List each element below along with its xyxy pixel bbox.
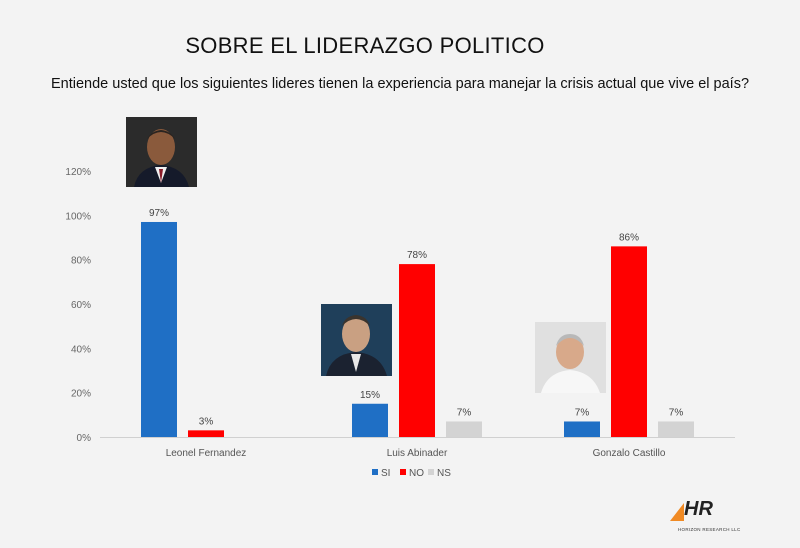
photo-leonel-fernandez <box>126 117 197 187</box>
y-tick-label: 20% <box>71 389 91 400</box>
x-category-label: Luis Abinader <box>387 448 448 459</box>
logo-text: HORIZON RESEARCH LLC <box>678 527 741 532</box>
y-tick-label: 40% <box>71 344 91 355</box>
bar-ns <box>446 421 482 437</box>
page-subtitle: Entiende usted que los siguientes lidere… <box>50 76 750 92</box>
legend-swatch-ns <box>428 469 434 475</box>
data-label: 3% <box>199 416 214 427</box>
legend-swatch-si <box>372 469 378 475</box>
bar-no <box>399 264 435 437</box>
photo-luis-abinader <box>321 304 392 376</box>
legend-label-ns: NS <box>437 468 451 479</box>
horizon-research-logo: HR HORIZON RESEARCH LLC <box>670 498 770 538</box>
bar-si <box>564 421 600 437</box>
data-label: 15% <box>360 390 380 401</box>
logo-mark: HR <box>684 498 713 520</box>
data-label: 7% <box>669 407 684 418</box>
data-label: 7% <box>457 407 472 418</box>
data-label: 7% <box>575 407 590 418</box>
legend-label-no: NO <box>409 468 424 479</box>
data-label: 97% <box>149 208 169 219</box>
x-category-label: Gonzalo Castillo <box>593 448 666 459</box>
photo-gonzalo-castillo <box>535 322 606 393</box>
legend-label-si: SI <box>381 468 390 479</box>
y-tick-label: 60% <box>71 300 91 311</box>
bar-si <box>141 221 177 437</box>
data-label: 78% <box>407 250 427 261</box>
bar-no <box>188 430 224 437</box>
y-tick-label: 120% <box>65 167 91 178</box>
page-title: SOBRE EL LIDERAZGO POLITICO <box>185 33 545 58</box>
y-tick-label: 80% <box>71 256 91 267</box>
legend-swatch-no <box>400 469 406 475</box>
data-label: 86% <box>619 232 639 243</box>
bar-ns <box>658 421 694 437</box>
bar-si <box>352 403 388 437</box>
x-category-label: Leonel Fernandez <box>166 448 247 459</box>
bar-no <box>611 246 647 437</box>
y-tick-label: 100% <box>65 211 91 222</box>
y-tick-label: 0% <box>77 433 92 444</box>
